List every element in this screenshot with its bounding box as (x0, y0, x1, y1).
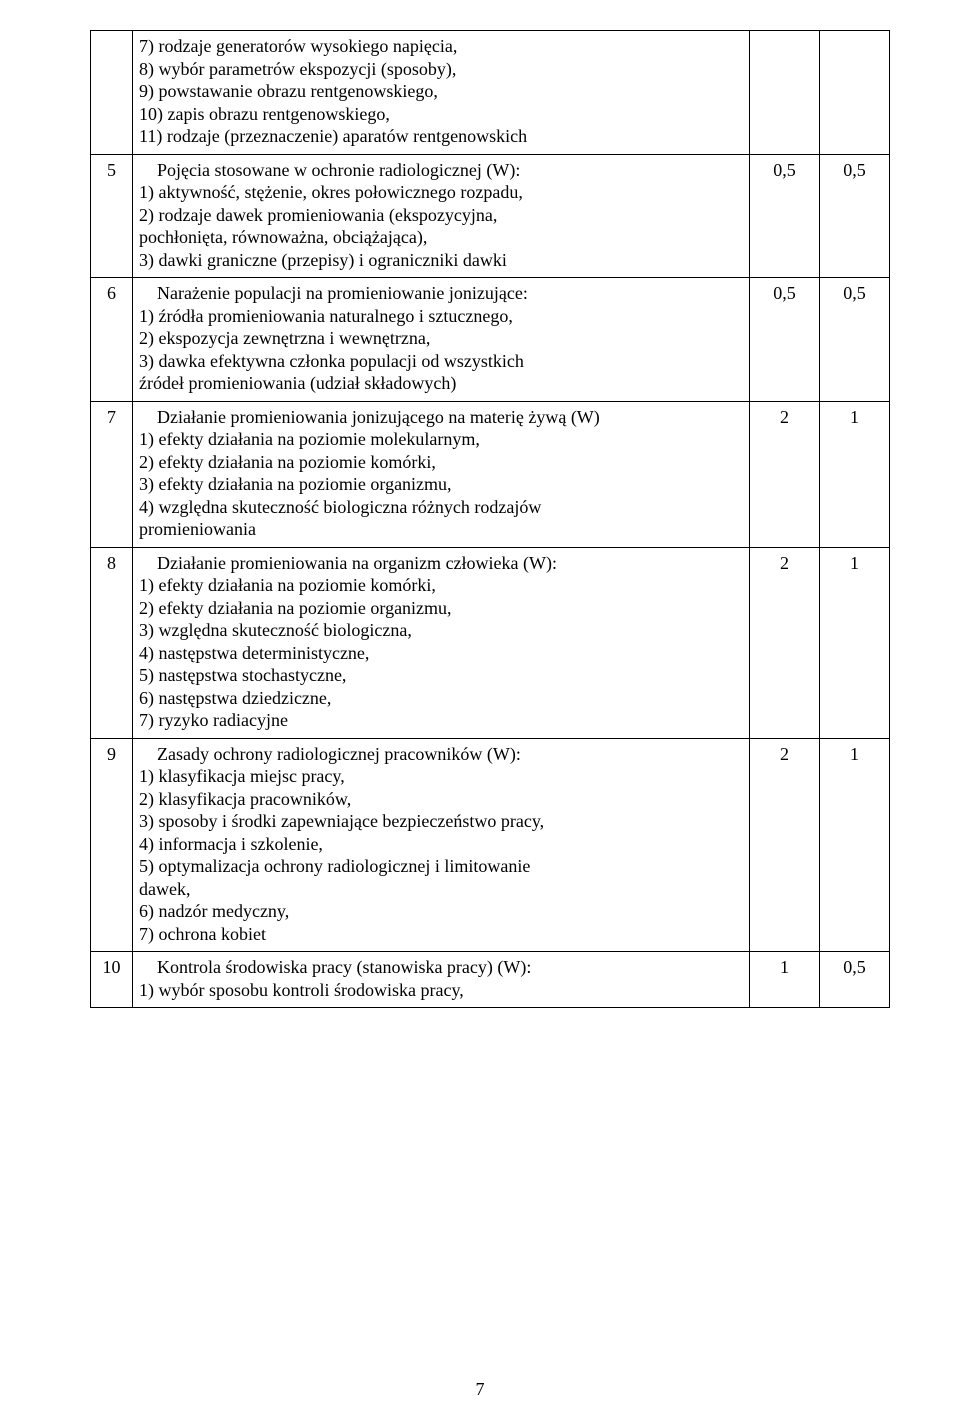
line: 10) zapis obrazu rentgenowskiego, (139, 103, 743, 126)
line: dawek, (139, 878, 743, 901)
row-number: 5 (91, 154, 133, 278)
row-text: Działanie promieniowania jonizującego na… (133, 401, 750, 547)
line: Kontrola środowiska pracy (stanowiska pr… (139, 956, 743, 979)
line: 2) klasyfikacja pracowników, (139, 788, 743, 811)
line: 3) dawki graniczne (przepisy) i ogranicz… (139, 249, 743, 272)
row-value-2: 0,5 (820, 154, 890, 278)
line: Narażenie populacji na promieniowanie jo… (139, 282, 743, 305)
row-number: 7 (91, 401, 133, 547)
line: Działanie promieniowania jonizującego na… (139, 406, 743, 429)
row-number (91, 31, 133, 155)
row-value-1: 2 (750, 547, 820, 738)
line: 4) następstwa deterministyczne, (139, 642, 743, 665)
row-value-2 (820, 31, 890, 155)
table-row: 5 Pojęcia stosowane w ochronie radiologi… (91, 154, 890, 278)
row-value-1: 2 (750, 401, 820, 547)
line: 7) ryzyko radiacyjne (139, 709, 743, 732)
line: 7) rodzaje generatorów wysokiego napięci… (139, 35, 743, 58)
row-value-1: 0,5 (750, 278, 820, 402)
row-value-2: 1 (820, 738, 890, 952)
line: 6) następstwa dziedziczne, (139, 687, 743, 710)
line: Zasady ochrony radiologicznej pracownikó… (139, 743, 743, 766)
line: promieniowania (139, 518, 743, 541)
table-row: 10 Kontrola środowiska pracy (stanowiska… (91, 952, 890, 1008)
line: 1) wybór sposobu kontroli środowiska pra… (139, 979, 743, 1002)
line: 3) dawka efektywna członka populacji od … (139, 350, 743, 373)
line: 3) względna skuteczność biologiczna, (139, 619, 743, 642)
row-text: Działanie promieniowania na organizm czł… (133, 547, 750, 738)
content-table: 7) rodzaje generatorów wysokiego napięci… (90, 30, 890, 1008)
line: 2) efekty działania na poziomie organizm… (139, 597, 743, 620)
row-value-1 (750, 31, 820, 155)
line: 7) ochrona kobiet (139, 923, 743, 946)
line: 3) efekty działania na poziomie organizm… (139, 473, 743, 496)
row-value-2: 0,5 (820, 952, 890, 1008)
row-number: 10 (91, 952, 133, 1008)
line: 1) klasyfikacja miejsc pracy, (139, 765, 743, 788)
row-text: Kontrola środowiska pracy (stanowiska pr… (133, 952, 750, 1008)
table-row: 9 Zasady ochrony radiologicznej pracowni… (91, 738, 890, 952)
line: 11) rodzaje (przeznaczenie) aparatów ren… (139, 125, 743, 148)
line: 2) ekspozycja zewnętrzna i wewnętrzna, (139, 327, 743, 350)
page-number: 7 (0, 1379, 960, 1400)
table-row: 8 Działanie promieniowania na organizm c… (91, 547, 890, 738)
document-page: 7) rodzaje generatorów wysokiego napięci… (0, 0, 960, 1422)
line: 6) nadzór medyczny, (139, 900, 743, 923)
row-text: 7) rodzaje generatorów wysokiego napięci… (133, 31, 750, 155)
line: źródeł promieniowania (udział składowych… (139, 372, 743, 395)
line: 1) aktywność, stężenie, okres połowiczne… (139, 181, 743, 204)
line: 1) efekty działania na poziomie komórki, (139, 574, 743, 597)
row-value-1: 0,5 (750, 154, 820, 278)
row-value-2: 1 (820, 547, 890, 738)
line: 5) następstwa stochastyczne, (139, 664, 743, 687)
row-number: 8 (91, 547, 133, 738)
line: 4) informacja i szkolenie, (139, 833, 743, 856)
line: 2) efekty działania na poziomie komórki, (139, 451, 743, 474)
table-row: 7 Działanie promieniowania jonizującego … (91, 401, 890, 547)
line: 1) źródła promieniowania naturalnego i s… (139, 305, 743, 328)
row-text: Pojęcia stosowane w ochronie radiologicz… (133, 154, 750, 278)
line: pochłonięta, równoważna, obciążająca), (139, 226, 743, 249)
row-text: Zasady ochrony radiologicznej pracownikó… (133, 738, 750, 952)
table-row: 7) rodzaje generatorów wysokiego napięci… (91, 31, 890, 155)
table-row: 6 Narażenie populacji na promieniowanie … (91, 278, 890, 402)
line: Działanie promieniowania na organizm czł… (139, 552, 743, 575)
row-value-1: 1 (750, 952, 820, 1008)
row-text: Narażenie populacji na promieniowanie jo… (133, 278, 750, 402)
row-number: 6 (91, 278, 133, 402)
line: 9) powstawanie obrazu rentgenowskiego, (139, 80, 743, 103)
line: 8) wybór parametrów ekspozycji (sposoby)… (139, 58, 743, 81)
line: 4) względna skuteczność biologiczna różn… (139, 496, 743, 519)
line: 2) rodzaje dawek promieniowania (ekspozy… (139, 204, 743, 227)
line: Pojęcia stosowane w ochronie radiologicz… (139, 159, 743, 182)
row-value-1: 2 (750, 738, 820, 952)
line: 5) optymalizacja ochrony radiologicznej … (139, 855, 743, 878)
line: 3) sposoby i środki zapewniające bezpiec… (139, 810, 743, 833)
row-number: 9 (91, 738, 133, 952)
line: 1) efekty działania na poziomie molekula… (139, 428, 743, 451)
row-value-2: 0,5 (820, 278, 890, 402)
row-value-2: 1 (820, 401, 890, 547)
